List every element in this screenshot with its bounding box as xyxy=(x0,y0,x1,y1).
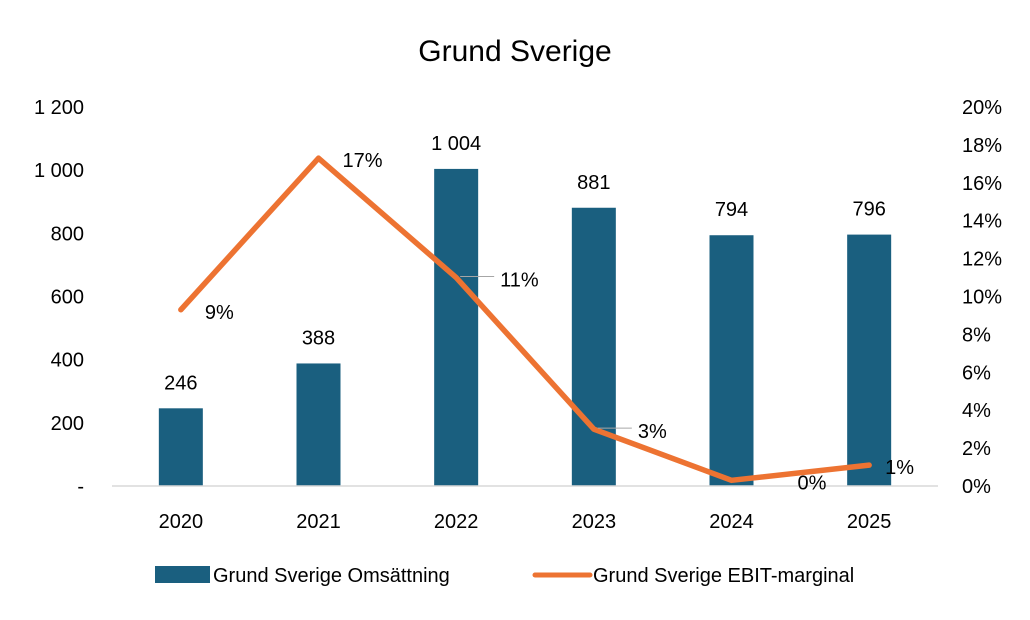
chart-title: Grund Sverige xyxy=(418,35,611,68)
right-y-tick-label: 0% xyxy=(962,476,991,498)
left-y-tick-label: 1 000 xyxy=(34,160,84,182)
bar-value-label: 794 xyxy=(715,199,748,221)
right-y-tick-label: 10% xyxy=(962,287,1002,309)
x-axis: 2020 2021 2022 2023 2024 2025 xyxy=(159,511,892,533)
bar xyxy=(434,168,479,487)
legend-swatch-bar xyxy=(155,566,210,583)
right-y-tick-label: 2% xyxy=(962,438,991,460)
x-tick-label: 2020 xyxy=(159,511,204,533)
left-y-tick-label: - xyxy=(77,476,84,498)
right-y-tick-label: 20% xyxy=(962,97,1002,119)
line-value-label: 11% xyxy=(500,270,539,292)
x-tick-label: 2021 xyxy=(296,511,341,533)
bar xyxy=(296,363,341,486)
left-y-tick-label: 800 xyxy=(51,223,84,245)
bar-value-label: 1 004 xyxy=(431,133,481,155)
line-value-label: 1% xyxy=(885,457,914,479)
right-y-tick-label: 8% xyxy=(962,324,991,346)
bar xyxy=(847,234,892,486)
right-y-axis: 0% 2% 4% 6% 8% 10% 12% 14% 16% 18% 20% xyxy=(962,97,1002,498)
line-data-labels: 9% 17% 11% 3% 0% 1% xyxy=(205,150,914,494)
bar-data-labels: 246 388 1 004 881 794 796 xyxy=(164,133,886,394)
legend: Grund Sverige Omsättning Grund Sverige E… xyxy=(155,565,854,587)
bar-value-label: 388 xyxy=(302,327,335,349)
left-y-tick-label: 600 xyxy=(51,287,84,309)
x-tick-label: 2022 xyxy=(434,511,479,533)
legend-label-line: Grund Sverige EBIT-marginal xyxy=(593,565,854,587)
right-y-tick-label: 12% xyxy=(962,249,1002,271)
left-y-axis: - 200 400 600 800 1 000 1 200 xyxy=(34,97,84,498)
right-y-tick-label: 18% xyxy=(962,135,1002,157)
bar-value-label: 796 xyxy=(852,199,885,221)
x-tick-label: 2024 xyxy=(709,511,754,533)
bar xyxy=(571,207,616,486)
line-value-label: 17% xyxy=(343,150,383,172)
x-tick-label: 2023 xyxy=(572,511,617,533)
left-y-tick-label: 1 200 xyxy=(34,97,84,119)
right-y-tick-label: 4% xyxy=(962,400,991,422)
line-value-label: 3% xyxy=(638,421,667,443)
line-series xyxy=(178,155,872,484)
line-value-label: 9% xyxy=(205,302,234,324)
left-y-tick-label: 400 xyxy=(51,350,84,372)
right-y-tick-label: 16% xyxy=(962,173,1002,195)
bar-series xyxy=(158,168,892,487)
ebit-margin-line xyxy=(178,155,872,484)
x-tick-label: 2025 xyxy=(847,511,892,533)
bar-value-label: 881 xyxy=(577,172,610,194)
bar-value-label: 246 xyxy=(164,372,197,394)
legend-label-bar: Grund Sverige Omsättning xyxy=(213,565,450,587)
bar xyxy=(709,235,754,486)
bar xyxy=(158,408,203,486)
line-value-label: 0% xyxy=(798,472,827,494)
right-y-tick-label: 6% xyxy=(962,362,991,384)
right-y-tick-label: 14% xyxy=(962,211,1002,233)
left-y-tick-label: 200 xyxy=(51,413,84,435)
